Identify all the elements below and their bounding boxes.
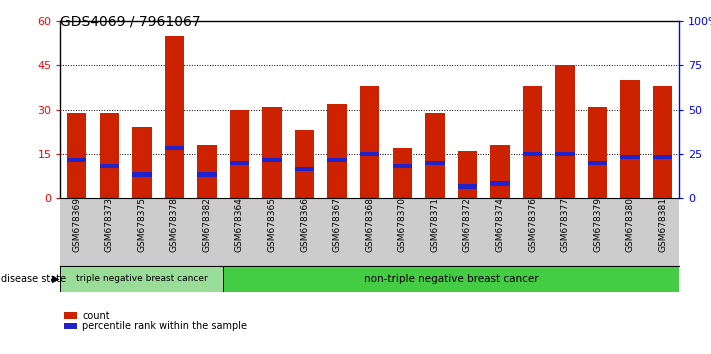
Bar (67, 113, 87, 198)
Bar (327, 104, 347, 198)
Bar (100, 164, 119, 168)
Bar (165, 36, 184, 198)
Bar (490, 145, 510, 198)
Bar (67, 158, 87, 162)
Bar (295, 130, 314, 198)
Bar (425, 161, 444, 165)
Bar (197, 145, 217, 198)
Text: percentile rank within the sample: percentile rank within the sample (82, 321, 247, 331)
Bar (262, 107, 282, 198)
Bar (425, 113, 444, 198)
Text: triple negative breast cancer: triple negative breast cancer (76, 274, 208, 283)
Bar (60, 266, 223, 292)
Bar (295, 166, 314, 171)
Bar (555, 152, 574, 156)
Bar (230, 110, 250, 198)
Bar (588, 107, 607, 198)
Text: GDS4069 / 7961067: GDS4069 / 7961067 (60, 14, 201, 28)
Bar (360, 86, 380, 198)
Bar (360, 152, 380, 156)
Bar (327, 158, 347, 162)
Bar (653, 155, 673, 159)
Bar (132, 127, 151, 198)
Text: ▶: ▶ (52, 274, 60, 284)
Bar (523, 86, 542, 198)
Text: non-triple negative breast cancer: non-triple negative breast cancer (364, 274, 538, 284)
Bar (165, 146, 184, 150)
Bar (458, 151, 477, 198)
Bar (555, 65, 574, 198)
Bar (392, 148, 412, 198)
Bar (197, 172, 217, 177)
Bar (653, 86, 673, 198)
Bar (621, 80, 640, 198)
Bar (100, 113, 119, 198)
Bar (223, 266, 679, 292)
Bar (230, 161, 250, 165)
Text: count: count (82, 311, 110, 321)
Text: disease state: disease state (1, 274, 66, 284)
Bar (621, 155, 640, 159)
Bar (523, 152, 542, 156)
Bar (490, 181, 510, 186)
Bar (458, 184, 477, 189)
Bar (132, 172, 151, 177)
Bar (588, 161, 607, 165)
Bar (262, 158, 282, 162)
Bar (392, 164, 412, 168)
